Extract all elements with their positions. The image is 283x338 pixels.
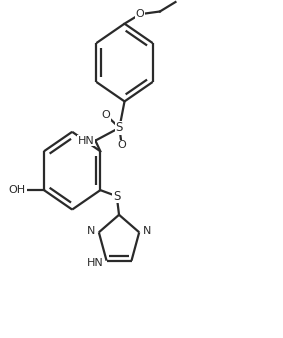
Text: O: O — [117, 140, 126, 150]
Text: O: O — [102, 110, 110, 120]
Text: O: O — [136, 9, 144, 19]
Text: N: N — [87, 226, 95, 236]
Text: OH: OH — [9, 185, 26, 195]
Text: N: N — [143, 226, 151, 236]
Text: HN: HN — [87, 258, 104, 268]
Text: S: S — [116, 121, 123, 134]
Text: HN: HN — [78, 136, 95, 146]
Text: S: S — [113, 190, 121, 203]
